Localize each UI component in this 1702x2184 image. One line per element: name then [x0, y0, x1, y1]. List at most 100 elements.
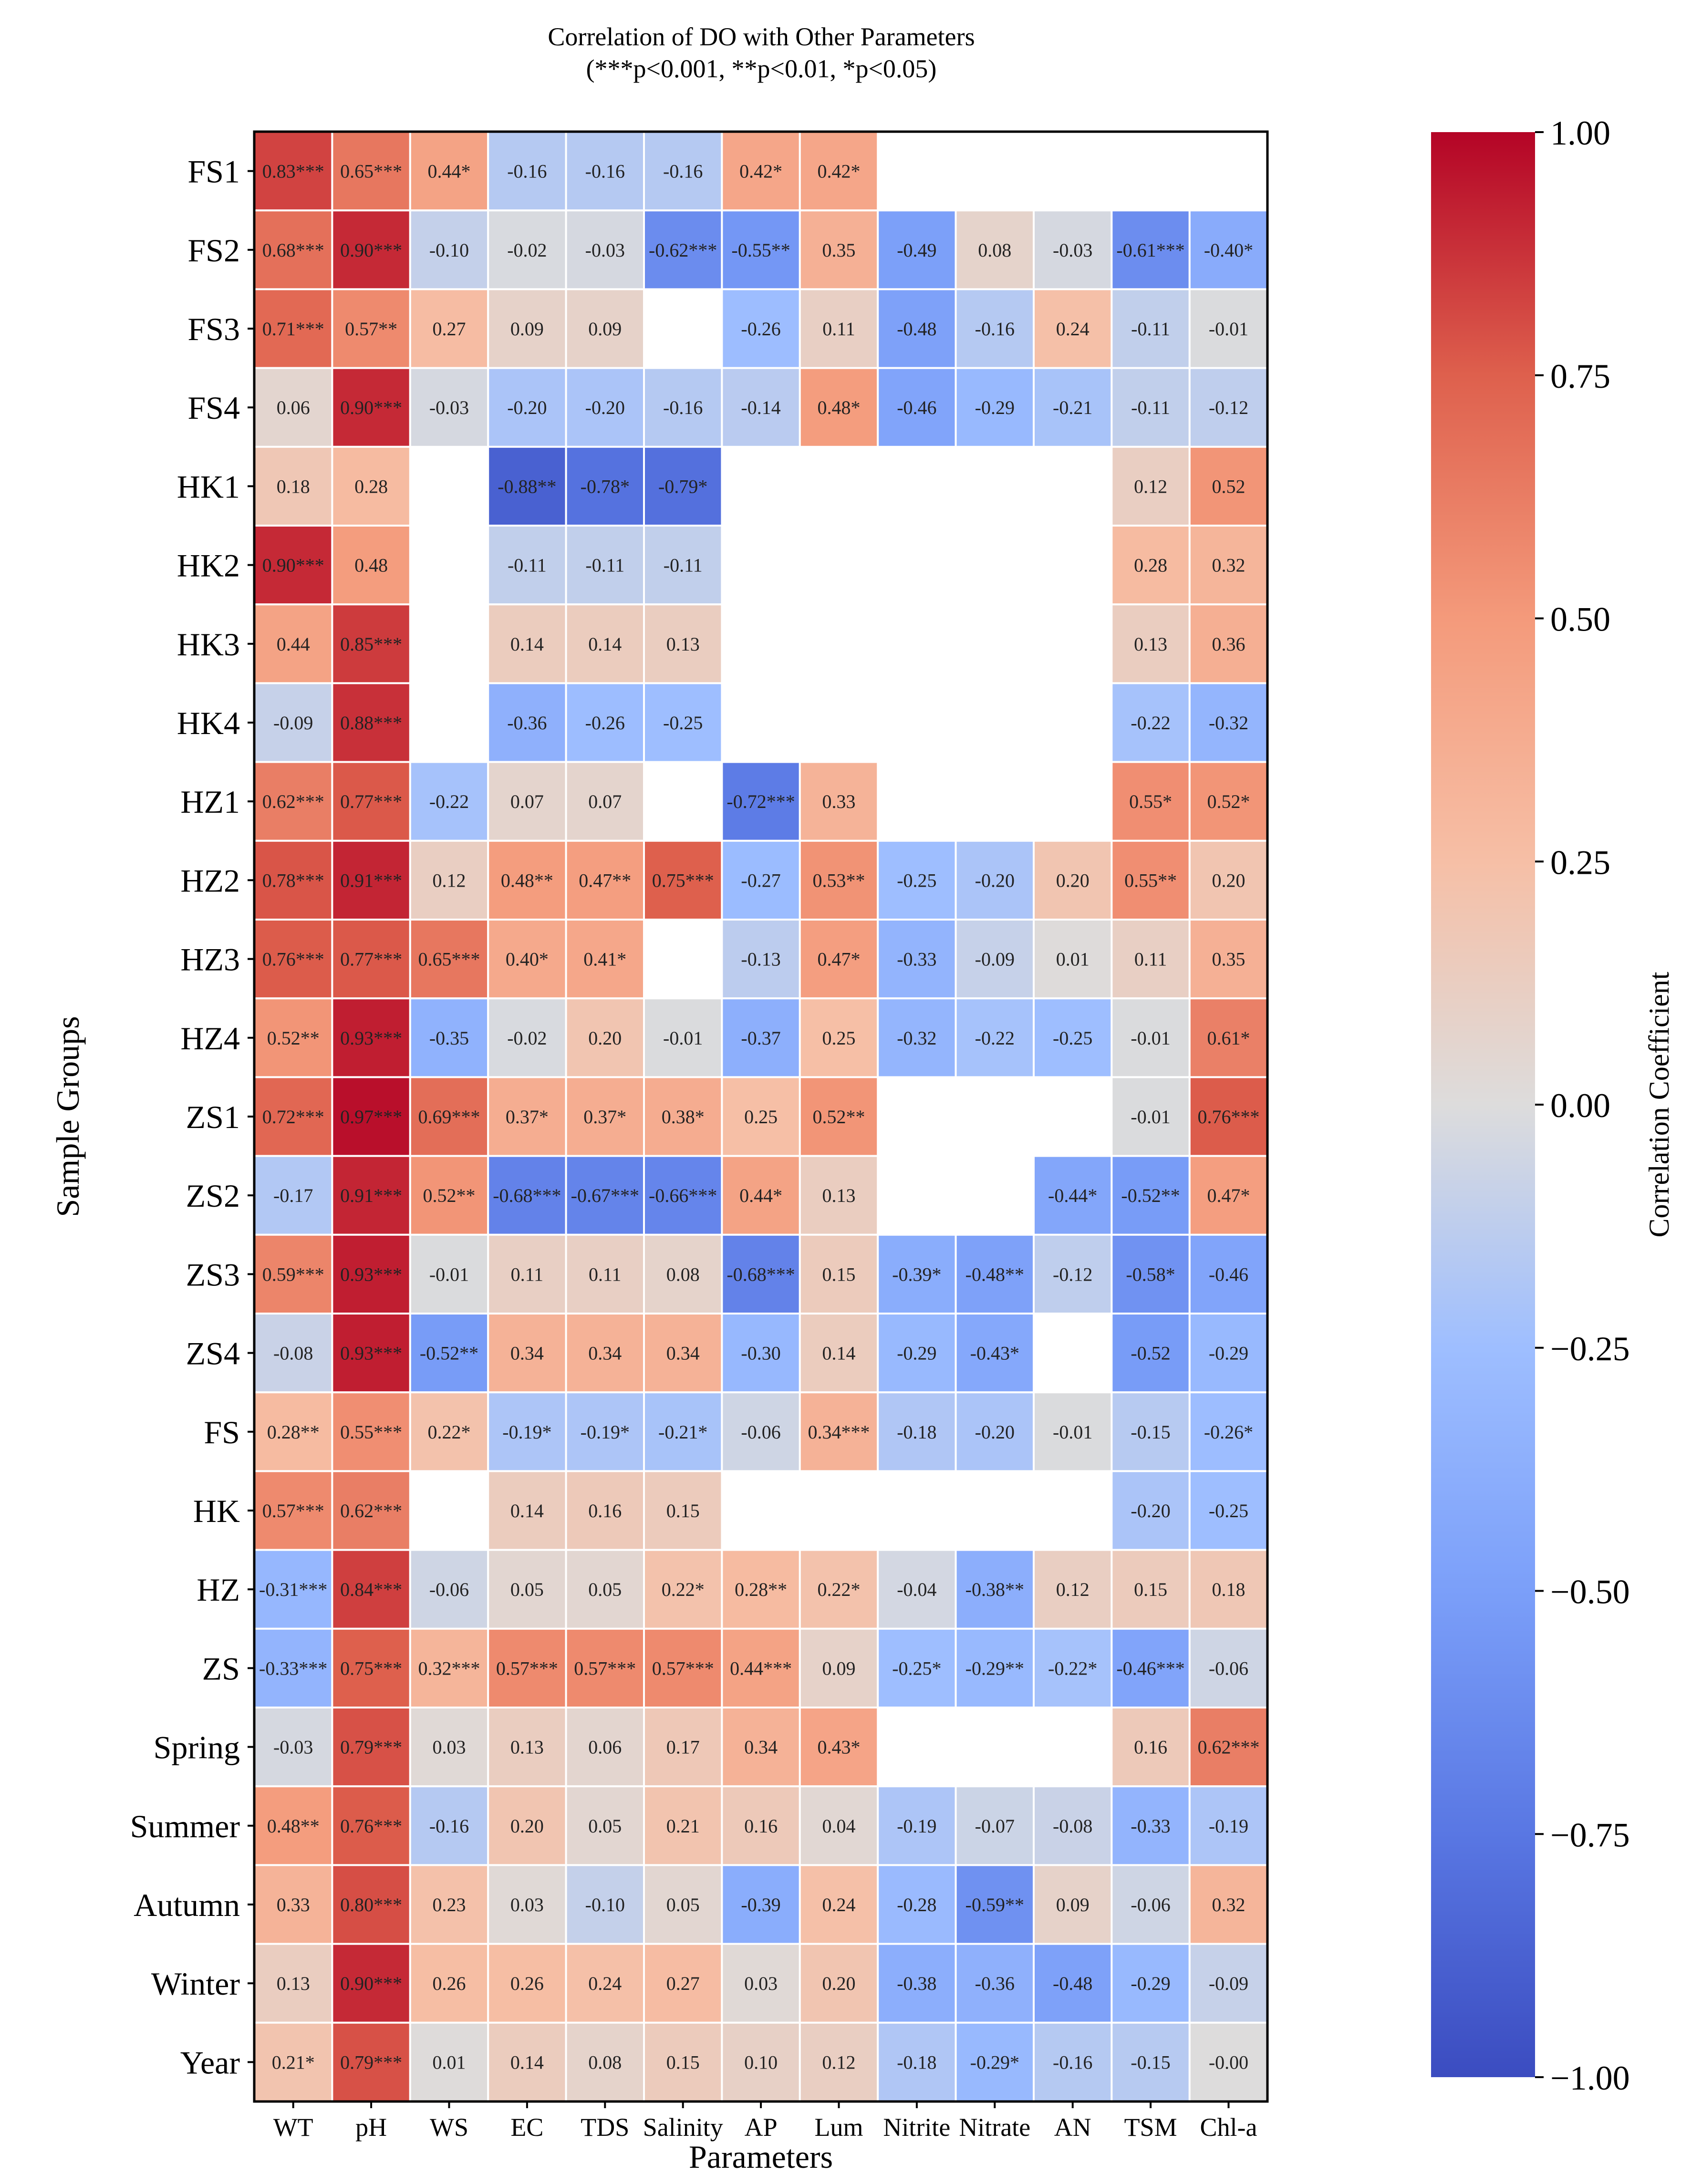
heatmap-cell	[331, 209, 411, 290]
cell-value-label: 0.91***	[340, 869, 402, 891]
heatmap-cell	[331, 839, 411, 921]
cell-value-label: 0.16	[588, 1500, 622, 1522]
cell-value-label: 0.48**	[501, 869, 553, 891]
cell-value-label: 0.08	[588, 2051, 622, 2073]
heatmap-cell	[1110, 1707, 1191, 1788]
heatmap-cell	[1033, 1785, 1113, 1866]
cell-value-label: -0.72***	[726, 791, 795, 812]
heatmap-cell	[721, 1549, 801, 1630]
y-tick-label: HZ4	[180, 1020, 240, 1056]
cell-value-label: 0.57***	[262, 1500, 324, 1522]
heatmap-cell	[1033, 1943, 1113, 2024]
heatmap-cell	[721, 1943, 801, 2024]
heatmap-cell	[643, 445, 723, 527]
heatmap-cell	[799, 209, 879, 290]
cell-value-label: -0.08	[1053, 1815, 1092, 1837]
cell-value-label: 0.22*	[818, 1579, 861, 1600]
heatmap-cell	[331, 1785, 411, 1866]
cell-value-label: -0.11	[664, 555, 703, 576]
cell-value-label: 0.16	[744, 1815, 778, 1837]
heatmap-cell	[1188, 1076, 1269, 1157]
heatmap-cell	[331, 761, 411, 842]
x-tick-label: AN	[1054, 2113, 1091, 2142]
y-tick-label: ZS2	[186, 1178, 240, 1214]
cell-value-label: -0.38	[897, 1973, 936, 1994]
heatmap-cell	[643, 1707, 723, 1788]
heatmap-cell	[877, 1549, 957, 1630]
cell-value-label: 0.83***	[262, 161, 324, 182]
y-tick-label: FS4	[187, 390, 240, 426]
cell-value-label: -0.29**	[965, 1657, 1024, 1679]
cell-value-label: -0.16	[1053, 2051, 1092, 2073]
heatmap-cell	[409, 1233, 489, 1315]
cell-value-label: 0.13	[510, 1737, 544, 1758]
cell-value-label: 0.14	[510, 633, 544, 655]
heatmap-cell	[1110, 1313, 1191, 1394]
y-tick-label: HK1	[177, 468, 240, 505]
cell-value-label: -0.12	[1209, 397, 1248, 418]
heatmap-cell	[253, 1233, 333, 1315]
cell-value-label: -0.16	[663, 161, 703, 182]
heatmap-cell	[721, 1785, 801, 1866]
cell-value-label: 0.42*	[739, 161, 782, 182]
y-tick-label: ZS	[202, 1650, 240, 1687]
colorbar-tick-label: 0.75	[1550, 357, 1610, 395]
cell-value-label: -0.04	[897, 1579, 936, 1600]
heatmap-cell	[955, 2021, 1035, 2102]
cell-value-label: 0.06	[588, 1737, 622, 1758]
cell-value-label: 0.14	[510, 1500, 544, 1522]
heatmap-cell	[1188, 1233, 1269, 1315]
heatmap-cells	[253, 131, 1269, 2102]
heatmap-cell	[565, 761, 645, 842]
heatmap-cell	[643, 1785, 723, 1866]
cell-value-label: 0.52**	[267, 1027, 320, 1049]
cell-value-label: -0.25	[897, 869, 936, 891]
cell-value-label: 0.05	[588, 1815, 622, 1837]
heatmap-cell	[331, 1470, 411, 1551]
heatmap-cell	[1188, 1785, 1269, 1866]
cell-value-label: -0.18	[897, 2051, 936, 2073]
cell-value-label: -0.48	[1053, 1973, 1092, 1994]
cell-value-label: -0.25	[663, 712, 703, 734]
cell-value-label: 0.42*	[818, 161, 861, 182]
x-tick-labels: WT pH WS EC TDS Salinity AP Lum Nitrite Nitrate AN…	[273, 2101, 1257, 2142]
cell-value-label: -0.22*	[1048, 1657, 1097, 1679]
heatmap-cell	[331, 288, 411, 369]
heatmap-cell	[331, 445, 411, 527]
heatmap-frame	[253, 130, 1269, 2103]
cell-value-label: -0.58*	[1126, 1263, 1175, 1285]
heatmap-cell	[1188, 919, 1269, 1000]
heatmap-cell	[253, 1391, 333, 1472]
heatmap-cell	[1110, 1627, 1191, 1709]
heatmap-cell	[409, 919, 489, 1000]
cell-value-label: -0.29*	[970, 2051, 1019, 2073]
cell-value-label: -0.01	[663, 1027, 703, 1049]
cell-value-label: 0.20	[822, 1973, 856, 1994]
heatmap-cell	[1188, 445, 1269, 527]
cell-value-label: -0.06	[1209, 1657, 1248, 1679]
cell-value-label: -0.26	[741, 318, 780, 340]
heatmap-cell	[409, 1864, 489, 1945]
heatmap-cell	[331, 1076, 411, 1157]
heatmap-cell	[409, 1155, 489, 1236]
cell-value-label: -0.14	[741, 397, 780, 418]
cell-value-label: 0.62***	[262, 791, 324, 812]
heatmap-cell	[487, 525, 567, 606]
heatmap-cell	[1110, 367, 1191, 448]
cell-value-label: 0.15	[822, 1263, 856, 1285]
heatmap-cell	[1110, 603, 1191, 684]
heatmap-cell	[253, 525, 333, 606]
heatmap-cell	[643, 1549, 723, 1630]
heatmap-cell	[565, 1076, 645, 1157]
y-tick-label: ZS1	[186, 1099, 240, 1135]
heatmap-cell	[799, 1627, 879, 1709]
cell-value-label: 0.52	[1212, 476, 1245, 497]
cell-value-label: -0.19*	[581, 1421, 630, 1443]
cell-value-label: -0.46	[1209, 1263, 1248, 1285]
y-tick-label: Summer	[130, 1808, 240, 1844]
heatmap-cell	[253, 682, 333, 763]
heatmap-cell	[565, 839, 645, 921]
cell-value-label: 0.93***	[340, 1343, 402, 1364]
cell-value-label: -0.09	[273, 712, 313, 734]
x-axis-label: Parameters	[689, 2139, 833, 2175]
